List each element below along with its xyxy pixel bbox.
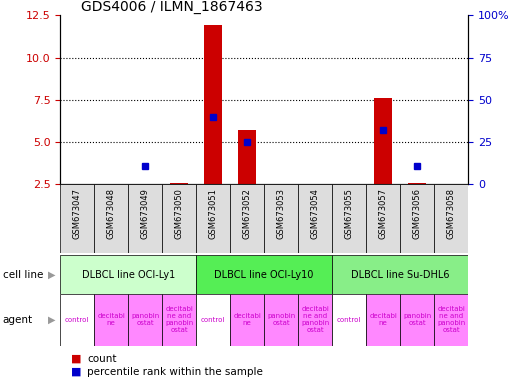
- Text: GDS4006 / ILMN_1867463: GDS4006 / ILMN_1867463: [81, 0, 262, 14]
- FancyBboxPatch shape: [366, 294, 400, 346]
- FancyBboxPatch shape: [162, 184, 196, 253]
- Bar: [238, 130, 256, 184]
- FancyBboxPatch shape: [196, 294, 230, 346]
- FancyBboxPatch shape: [332, 255, 468, 294]
- FancyBboxPatch shape: [332, 184, 366, 253]
- FancyBboxPatch shape: [400, 294, 434, 346]
- Bar: [170, 183, 188, 184]
- FancyBboxPatch shape: [264, 294, 298, 346]
- Text: GSM673053: GSM673053: [277, 188, 286, 239]
- FancyBboxPatch shape: [196, 184, 230, 253]
- Text: ■: ■: [71, 354, 81, 364]
- FancyBboxPatch shape: [128, 184, 162, 253]
- FancyBboxPatch shape: [128, 294, 162, 346]
- FancyBboxPatch shape: [264, 184, 298, 253]
- Text: ■: ■: [71, 367, 81, 377]
- FancyBboxPatch shape: [230, 294, 264, 346]
- Text: control: control: [65, 317, 89, 323]
- Text: GSM673056: GSM673056: [413, 188, 422, 239]
- Text: decitabi
ne: decitabi ne: [97, 313, 125, 326]
- FancyBboxPatch shape: [60, 184, 94, 253]
- Bar: [374, 98, 392, 184]
- Text: GSM673052: GSM673052: [243, 188, 252, 238]
- Text: panobin
ostat: panobin ostat: [267, 313, 295, 326]
- Text: cell line: cell line: [3, 270, 43, 280]
- Text: GSM673048: GSM673048: [107, 188, 116, 239]
- Text: percentile rank within the sample: percentile rank within the sample: [87, 367, 263, 377]
- FancyBboxPatch shape: [162, 294, 196, 346]
- FancyBboxPatch shape: [60, 255, 196, 294]
- FancyBboxPatch shape: [298, 184, 332, 253]
- Text: decitabi
ne and
panobin
ostat: decitabi ne and panobin ostat: [165, 306, 194, 333]
- FancyBboxPatch shape: [196, 255, 332, 294]
- FancyBboxPatch shape: [400, 184, 434, 253]
- Text: GSM673058: GSM673058: [447, 188, 456, 239]
- FancyBboxPatch shape: [230, 184, 264, 253]
- Bar: [204, 25, 222, 184]
- FancyBboxPatch shape: [94, 184, 128, 253]
- Text: panobin
ostat: panobin ostat: [403, 313, 431, 326]
- Text: DLBCL line OCI-Ly1: DLBCL line OCI-Ly1: [82, 270, 175, 280]
- FancyBboxPatch shape: [366, 184, 400, 253]
- FancyBboxPatch shape: [94, 294, 128, 346]
- Text: decitabi
ne: decitabi ne: [233, 313, 261, 326]
- Text: decitabi
ne: decitabi ne: [369, 313, 397, 326]
- Text: decitabi
ne and
panobin
ostat: decitabi ne and panobin ostat: [437, 306, 465, 333]
- Text: DLBCL line Su-DHL6: DLBCL line Su-DHL6: [351, 270, 449, 280]
- Text: ▶: ▶: [48, 270, 55, 280]
- Text: GSM673051: GSM673051: [209, 188, 218, 238]
- FancyBboxPatch shape: [332, 294, 366, 346]
- Text: GSM673054: GSM673054: [311, 188, 320, 238]
- Text: control: control: [201, 317, 225, 323]
- FancyBboxPatch shape: [298, 294, 332, 346]
- FancyBboxPatch shape: [60, 294, 94, 346]
- Text: GSM673047: GSM673047: [73, 188, 82, 239]
- Text: GSM673050: GSM673050: [175, 188, 184, 238]
- Text: ▶: ▶: [48, 315, 55, 325]
- Text: GSM673057: GSM673057: [379, 188, 388, 239]
- Text: count: count: [87, 354, 117, 364]
- FancyBboxPatch shape: [434, 294, 468, 346]
- Bar: [408, 183, 426, 184]
- Text: panobin
ostat: panobin ostat: [131, 313, 160, 326]
- Text: decitabi
ne and
panobin
ostat: decitabi ne and panobin ostat: [301, 306, 329, 333]
- Text: agent: agent: [3, 315, 33, 325]
- FancyBboxPatch shape: [434, 184, 468, 253]
- Text: GSM673055: GSM673055: [345, 188, 354, 238]
- Text: control: control: [337, 317, 361, 323]
- Text: DLBCL line OCI-Ly10: DLBCL line OCI-Ly10: [214, 270, 314, 280]
- Text: GSM673049: GSM673049: [141, 188, 150, 238]
